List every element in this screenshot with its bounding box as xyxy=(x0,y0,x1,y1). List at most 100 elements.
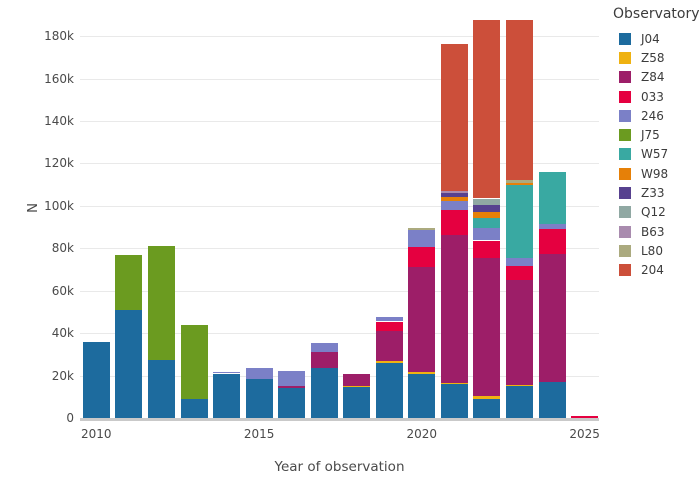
bar-segment-2012-J04[interactable] xyxy=(147,359,175,418)
bar-segment-2022-J04[interactable] xyxy=(473,398,501,418)
bar-segment-2013-J04[interactable] xyxy=(180,398,208,418)
gridline xyxy=(80,121,599,123)
bar-segment-2011-J04[interactable] xyxy=(115,309,143,418)
legend-item-Z84[interactable]: Z84 xyxy=(612,68,700,87)
bar-segment-2022-W98[interactable] xyxy=(473,211,501,219)
bar-segment-2017-246[interactable] xyxy=(310,342,338,353)
legend-item-B63[interactable]: B63 xyxy=(612,222,700,241)
legend-label: J04 xyxy=(641,31,660,46)
legend-items: J04 Z58 Z84 033 246 J75 W57 W98 Z33 Q12 B63 L80 204 xyxy=(612,29,700,280)
bar-segment-2020-Z84[interactable] xyxy=(408,266,436,372)
bar-segment-2023-W57[interactable] xyxy=(506,184,533,258)
legend-label: Z33 xyxy=(641,186,665,201)
x-tick-label: 2020 xyxy=(406,427,438,441)
gridline xyxy=(80,290,599,292)
legend-item-Z58[interactable]: Z58 xyxy=(612,48,700,67)
bar-segment-2021-033[interactable] xyxy=(440,209,468,235)
legend-item-Z33[interactable]: Z33 xyxy=(612,183,700,202)
bar-segment-2019-033[interactable] xyxy=(375,321,403,331)
bar-segment-2023-W98[interactable] xyxy=(506,182,533,185)
bar-segment-2022-Z58[interactable] xyxy=(473,396,501,399)
legend-swatch-icon xyxy=(619,206,631,219)
bar-segment-2022-W57[interactable] xyxy=(473,218,501,228)
legend-item-J04[interactable]: J04 xyxy=(612,29,700,48)
bar-segment-2019-J04[interactable] xyxy=(375,362,403,418)
bar-segment-2019-Z58[interactable] xyxy=(375,360,403,363)
bar-segment-2024-246[interactable] xyxy=(538,223,566,229)
x-axis-line xyxy=(80,418,599,421)
y-tick-label: 60k xyxy=(51,283,74,298)
bar-segment-2023-204[interactable] xyxy=(506,19,533,180)
bar-segment-2021-J04[interactable] xyxy=(440,384,468,418)
gridline xyxy=(80,78,599,80)
bar-segment-2023-L80[interactable] xyxy=(506,180,533,183)
bar-segment-2024-W57[interactable] xyxy=(538,171,566,224)
legend-item-246[interactable]: 246 xyxy=(612,106,700,125)
legend-swatch-icon xyxy=(619,71,631,84)
bar-segment-2020-033[interactable] xyxy=(408,247,436,267)
bar-segment-2023-J04[interactable] xyxy=(506,386,533,418)
legend-item-W57[interactable]: W57 xyxy=(612,145,700,164)
bar-segment-2023-246[interactable] xyxy=(506,257,533,267)
bar-segment-2023-Z58[interactable] xyxy=(506,384,533,387)
bar-segment-2010-J04[interactable] xyxy=(82,341,110,418)
bar-segment-2024-J04[interactable] xyxy=(538,381,566,418)
legend-swatch-icon xyxy=(619,109,631,122)
legend-label: J75 xyxy=(641,128,660,143)
bar-segment-2017-Z84[interactable] xyxy=(310,352,338,369)
bar-segment-2023-Z84[interactable] xyxy=(506,279,533,385)
bar-segment-2019-246[interactable] xyxy=(375,317,403,322)
bar-segment-2017-J04[interactable] xyxy=(310,368,338,418)
bar-segment-2021-204[interactable] xyxy=(440,44,468,191)
legend-label: B63 xyxy=(641,224,665,239)
bar-segment-2014-246[interactable] xyxy=(213,372,240,374)
bar-segment-2018-J04[interactable] xyxy=(343,387,371,418)
legend-label: 246 xyxy=(641,108,664,123)
bar-segment-2013-J75[interactable] xyxy=(180,324,208,399)
bar-segment-2011-J75[interactable] xyxy=(115,254,143,310)
gridline xyxy=(80,375,599,377)
bar-segment-2023-033[interactable] xyxy=(506,266,533,280)
bar-segment-2019-Z84[interactable] xyxy=(375,331,403,361)
legend-item-204[interactable]: 204 xyxy=(612,261,700,280)
legend-item-Q12[interactable]: Q12 xyxy=(612,203,700,222)
bar-segment-2021-Z58[interactable] xyxy=(440,383,468,385)
bar-segment-2025-033[interactable] xyxy=(571,416,599,418)
legend-item-W98[interactable]: W98 xyxy=(612,164,700,183)
y-tick-label: 80k xyxy=(51,241,74,256)
bar-segment-2016-J04[interactable] xyxy=(278,388,306,418)
legend-swatch-icon xyxy=(619,51,631,64)
bar-segment-2021-Z33[interactable] xyxy=(440,193,468,198)
bar-segment-2022-246[interactable] xyxy=(473,227,501,241)
bar-segment-2020-Z58[interactable] xyxy=(408,371,436,374)
legend-item-J75[interactable]: J75 xyxy=(612,125,700,144)
legend-item-L80[interactable]: L80 xyxy=(612,241,700,260)
bar-segment-2015-J04[interactable] xyxy=(245,378,273,418)
bar-segment-2024-Z84[interactable] xyxy=(538,253,566,382)
legend-swatch-icon xyxy=(619,32,631,45)
bar-segment-2020-J04[interactable] xyxy=(408,373,436,418)
bar-segment-2022-Z84[interactable] xyxy=(473,257,501,397)
legend-item-033[interactable]: 033 xyxy=(612,87,700,106)
bar-segment-2018-Z84[interactable] xyxy=(343,373,371,386)
bar-segment-2016-Z84[interactable] xyxy=(278,386,306,389)
bar-segment-2012-J75[interactable] xyxy=(147,246,175,360)
bar-segment-2021-W98[interactable] xyxy=(440,197,468,201)
bar-segment-2020-246[interactable] xyxy=(408,230,436,248)
y-tick-label: 100k xyxy=(44,198,74,213)
y-tick-label: 180k xyxy=(44,29,74,44)
gridline xyxy=(80,333,599,335)
bar-segment-2020-L80[interactable] xyxy=(408,227,436,231)
bar-segment-2021-Z84[interactable] xyxy=(440,234,468,383)
bar-segment-2015-246[interactable] xyxy=(245,368,273,379)
bar-segment-2022-204[interactable] xyxy=(473,20,501,199)
bar-segment-2016-246[interactable] xyxy=(278,371,306,387)
bar-segment-2018-Z58[interactable] xyxy=(343,385,371,388)
bar-segment-2021-246[interactable] xyxy=(440,201,468,210)
bar-segment-2022-Q12[interactable] xyxy=(473,198,501,206)
bar-segment-2022-033[interactable] xyxy=(473,240,501,258)
bar-segment-2024-033[interactable] xyxy=(538,228,566,254)
bar-segment-2022-Z33[interactable] xyxy=(473,205,501,212)
bar-segment-2021-B63[interactable] xyxy=(440,190,468,194)
bar-segment-2014-J04[interactable] xyxy=(213,373,240,418)
